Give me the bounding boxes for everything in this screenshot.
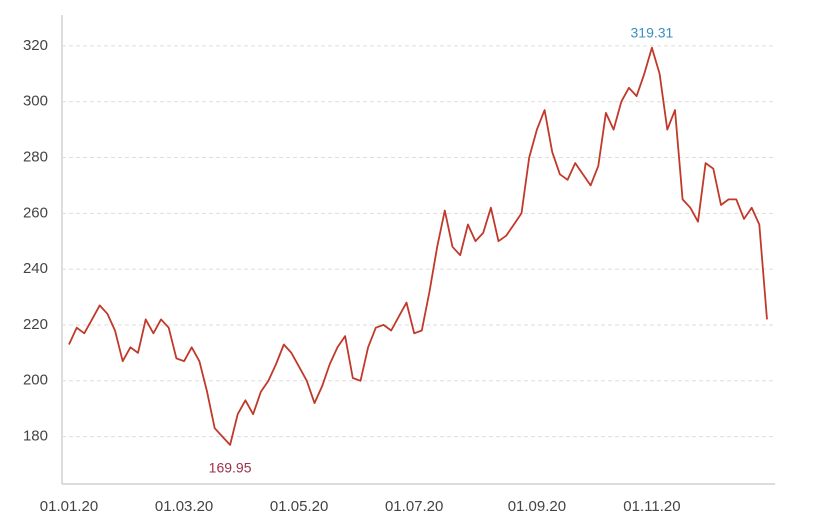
min-annotation: 169.95: [209, 460, 252, 476]
y-tick-label: 280: [23, 148, 48, 165]
y-tick-label: 200: [23, 372, 48, 389]
y-tick-label: 180: [23, 428, 48, 445]
y-tick-label: 240: [23, 260, 48, 277]
y-tick-label: 260: [23, 204, 48, 221]
x-tick-label: 01.03.20: [155, 498, 213, 515]
x-tick-label: 01.07.20: [385, 498, 443, 515]
y-tick-label: 320: [23, 37, 48, 54]
x-tick-label: 01.05.20: [270, 498, 328, 515]
price-line: [68, 46, 768, 446]
y-tick-label: 220: [23, 316, 48, 333]
y-tick-label: 300: [23, 93, 48, 110]
x-tick-label: 01.01.20: [40, 498, 98, 515]
x-tick-label: 01.11.20: [623, 498, 680, 515]
x-tick-label: 01.09.20: [508, 498, 566, 515]
max-annotation: 319.31: [631, 25, 674, 41]
